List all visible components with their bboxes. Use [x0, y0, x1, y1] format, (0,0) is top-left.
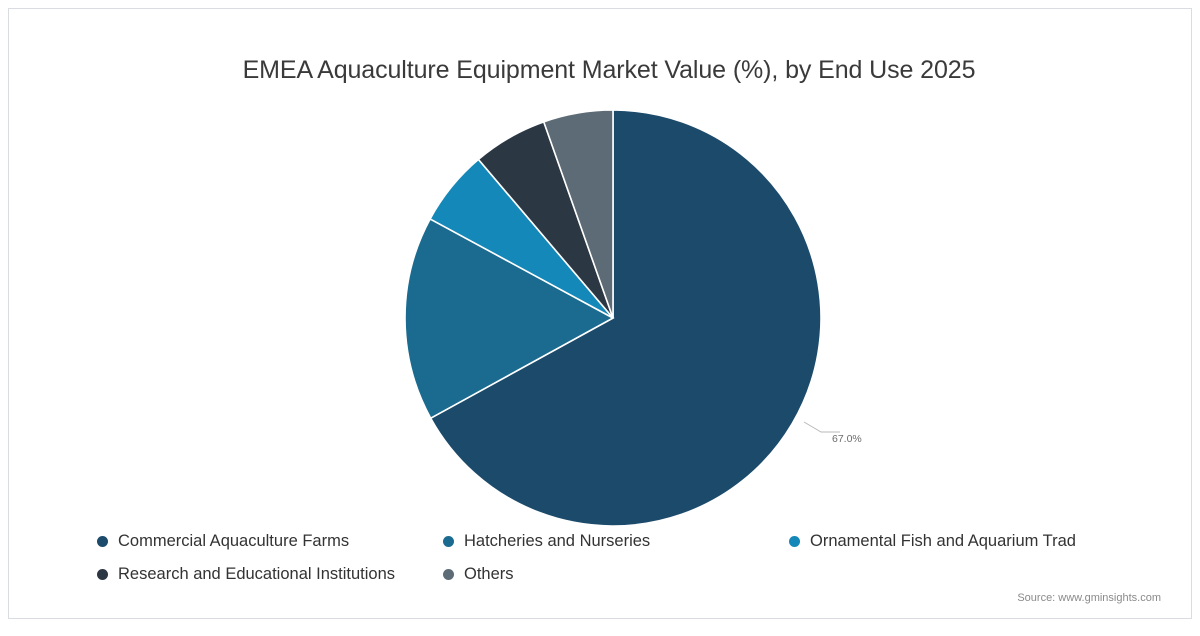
legend-swatch-icon [97, 569, 108, 580]
legend-item-research-and-educational-institutions[interactable]: Research and Educational Institutions [97, 558, 443, 591]
slice-data-label-commercial: 67.0% [832, 433, 862, 445]
legend-item-hatcheries-and-nurseries[interactable]: Hatcheries and Nurseries [443, 525, 789, 558]
pie-slice-group [404, 109, 822, 527]
pie-chart-svg [404, 109, 840, 527]
legend-item-label: Commercial Aquaculture Farms [118, 532, 350, 551]
legend-row: Commercial Aquaculture Farms Hatcheries … [97, 525, 1127, 558]
legend-swatch-icon [443, 536, 454, 547]
legend-item-ornamental-fish-and-aquarium-trade[interactable]: Ornamental Fish and Aquarium Trad [789, 525, 1119, 558]
legend-item-label: Ornamental Fish and Aquarium Trad [810, 532, 1076, 551]
legend-swatch-icon [789, 536, 800, 547]
legend: Commercial Aquaculture Farms Hatcheries … [97, 525, 1127, 591]
legend-item-others[interactable]: Others [443, 558, 789, 591]
legend-row: Research and Educational Institutions Ot… [97, 558, 1127, 591]
chart-card: EMEA Aquaculture Equipment Market Value … [8, 8, 1192, 619]
pie-slice[interactable] [542, 109, 614, 319]
pie-chart: 67.0% [9, 9, 1200, 636]
legend-item-label: Hatcheries and Nurseries [464, 532, 651, 551]
page-title: EMEA Aquaculture Equipment Market Value … [242, 56, 976, 84]
legend-swatch-icon [443, 569, 454, 580]
legend-item-label: Others [464, 565, 514, 584]
legend-item-commercial-aquaculture-farms[interactable]: Commercial Aquaculture Farms [97, 525, 443, 558]
pie-slice[interactable] [404, 217, 615, 420]
leader-line [803, 421, 840, 433]
legend-item-label: Research and Educational Institutions [118, 565, 396, 584]
pie-slice[interactable] [429, 109, 822, 527]
source-attribution: Source: www.gminsights.com [1017, 592, 1161, 604]
legend-swatch-icon [97, 536, 108, 547]
